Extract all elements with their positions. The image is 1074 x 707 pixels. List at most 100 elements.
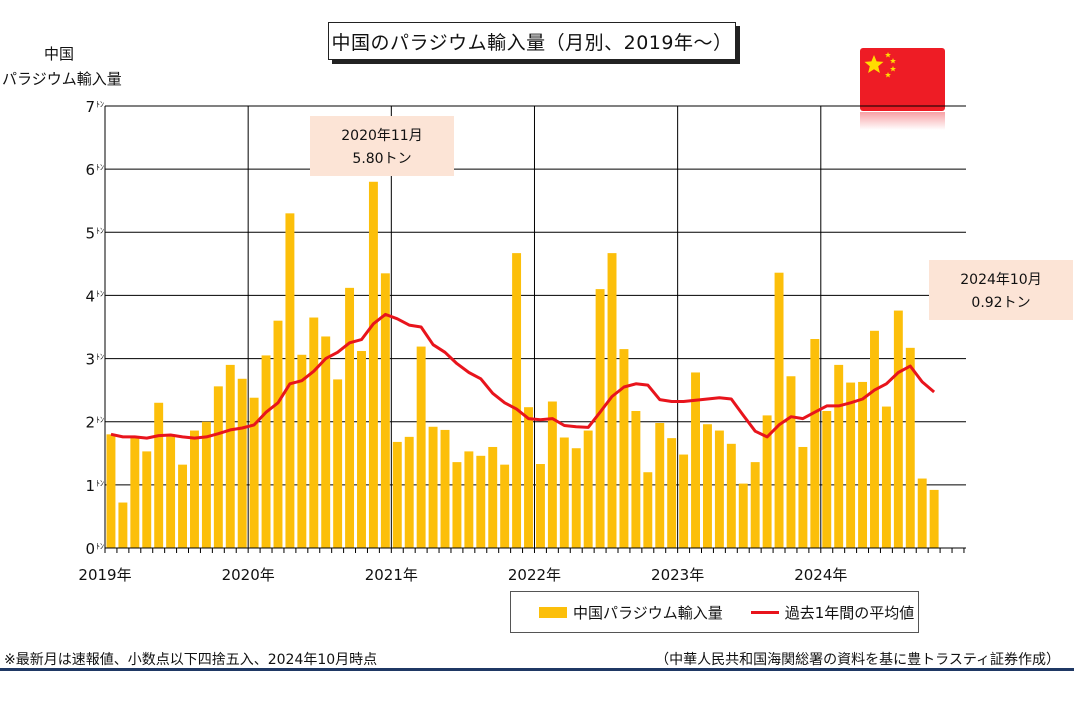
bar: [929, 489, 939, 548]
bar: [655, 422, 665, 548]
bar: [464, 451, 474, 548]
y-tick-unit: ﾄﾝ: [96, 163, 104, 172]
bar: [774, 272, 784, 548]
bar: [321, 336, 331, 548]
y-tick-label: 6: [85, 161, 95, 179]
bar: [142, 451, 152, 548]
bar: [273, 320, 283, 548]
bar: [345, 287, 355, 548]
y-tick-label: 0: [85, 540, 95, 558]
bar: [500, 464, 510, 548]
legend-label-imports: 中国パラジウム輸入量: [573, 603, 723, 622]
legend-label-average: 過去1年間の平均値: [784, 603, 915, 622]
bar: [703, 424, 712, 548]
y-tick-label: 4: [85, 287, 95, 305]
flag-reflection: [860, 112, 945, 130]
bar: [488, 446, 498, 548]
annotation-latest: 2024年10月 0.92トン: [929, 260, 1073, 320]
annotation-peak-value: 5.80トン: [352, 151, 412, 167]
x-tick-label: 2021年: [365, 566, 418, 584]
y-axis-title-line2: パラジウム輸入量: [2, 70, 122, 88]
bar: [106, 434, 116, 548]
bar: [297, 354, 307, 548]
bar: [870, 330, 879, 548]
bar: [917, 478, 927, 548]
x-tick-label: 2024年: [794, 566, 847, 584]
bar: [309, 317, 319, 548]
bar: [452, 462, 462, 548]
annotation-latest-value: 0.92トン: [971, 295, 1031, 311]
bar: [225, 364, 235, 548]
y-tick-label: 2: [85, 414, 95, 432]
y-tick-label: 1: [85, 477, 95, 495]
bar: [571, 448, 581, 548]
bar: [750, 462, 760, 548]
bar: [428, 426, 438, 548]
bar: [440, 429, 450, 548]
bar: [261, 355, 271, 548]
y-tick-label: 5: [85, 224, 95, 242]
bar: [404, 436, 414, 548]
annotation-peak: 2020年11月 5.80トン: [310, 116, 454, 176]
y-tick-unit: ﾄﾝ: [96, 353, 104, 362]
bar: [643, 472, 653, 548]
bar: [178, 464, 188, 548]
y-tick-unit: ﾄﾝ: [96, 226, 104, 235]
footnote-left: ※最新月は速報値、小数点以下四捨五入、2024年10月時点: [4, 652, 378, 668]
y-tick-unit: ﾄﾝ: [96, 416, 104, 425]
bar: [810, 338, 820, 548]
bar: [595, 289, 605, 548]
bottom-rule: [0, 668, 1074, 671]
bar: [392, 441, 402, 548]
y-tick-unit: ﾄﾝ: [96, 542, 104, 551]
bar: [679, 454, 689, 548]
bar: [333, 379, 343, 548]
bar: [738, 483, 748, 548]
bar: [726, 443, 736, 548]
y-tick-label: 7: [85, 98, 95, 116]
bar: [154, 402, 164, 548]
bar: [691, 372, 700, 548]
bar: [535, 464, 545, 548]
bar: [166, 434, 176, 548]
average-line: [110, 312, 936, 440]
annotation-peak-date: 2020年11月: [341, 128, 423, 144]
bar: [786, 376, 796, 548]
bar: [512, 253, 522, 548]
bar: [190, 430, 199, 548]
y-tick-unit: ﾄﾝ: [96, 289, 104, 298]
x-tick-label: 2019年: [78, 566, 131, 584]
y-tick-unit: ﾄﾝ: [96, 479, 104, 488]
bar: [213, 386, 223, 548]
bar: [368, 181, 378, 548]
legend-swatch-bar: [539, 606, 567, 618]
bar: [619, 349, 629, 548]
bar: [547, 401, 557, 548]
bar: [249, 397, 259, 548]
y-tick-label: 3: [85, 351, 95, 369]
bar: [846, 382, 856, 548]
bar: [524, 407, 533, 548]
bar: [798, 446, 808, 548]
bar: [714, 430, 724, 548]
bar: [380, 273, 390, 548]
bar: [416, 346, 426, 548]
china-flag-icon: [860, 48, 945, 111]
footnote-source: （中華人民共和国海関総署の資料を基に豊トラスティ証券作成）: [655, 652, 1060, 668]
bar: [357, 350, 366, 548]
bar: [762, 415, 772, 548]
y-tick-unit: ﾄﾝ: [96, 100, 104, 109]
bar: [583, 430, 593, 548]
bar: [607, 253, 617, 548]
bar: [237, 378, 247, 548]
annotation-latest-date: 2024年10月: [960, 272, 1042, 288]
bar: [822, 410, 832, 548]
chart-title: 中国のパラジウム輸入量（月別、2019年～）: [328, 22, 736, 60]
chart-legend: 中国パラジウム輸入量 過去1年間の平均値: [510, 591, 919, 633]
bar: [667, 438, 677, 548]
bar: [118, 502, 128, 548]
bar: [631, 410, 641, 548]
bar: [476, 455, 486, 548]
x-tick-label: 2023年: [651, 566, 704, 584]
legend-swatch-line: [750, 610, 779, 614]
